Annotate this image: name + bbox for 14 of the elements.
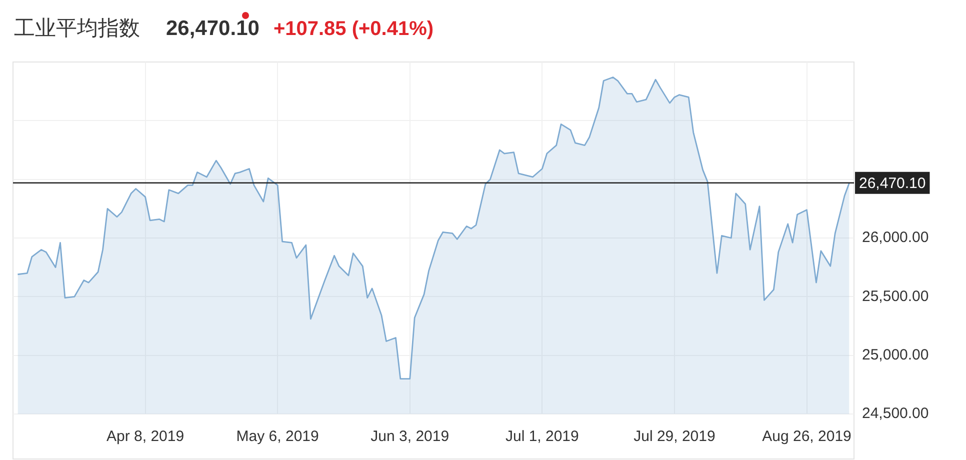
y-tick-label: 25,500.00	[862, 288, 929, 305]
chart-subtitle: 26,470.10	[166, 17, 260, 41]
chart-title: 工业平均指数	[14, 16, 140, 42]
y-tick-label: 26,000.00	[862, 229, 929, 246]
x-tick-label: Jul 1, 2019	[505, 428, 579, 446]
text: +107.85 (+0.41%)	[273, 18, 434, 41]
x-tick-label: Jun 3, 2019	[370, 428, 450, 446]
x-tick-label: Apr 8, 2019	[106, 428, 184, 446]
x-tick-label: Aug 26, 2019	[762, 428, 852, 446]
x-tick-label: May 6, 2019	[236, 428, 319, 446]
x-tick-label: Jul 29, 2019	[634, 428, 716, 446]
ref-line-label: 26,470.10	[859, 174, 926, 192]
y-tick-label: 25,000.00	[862, 346, 929, 364]
y-tick-label: 24,500.00	[862, 405, 929, 422]
